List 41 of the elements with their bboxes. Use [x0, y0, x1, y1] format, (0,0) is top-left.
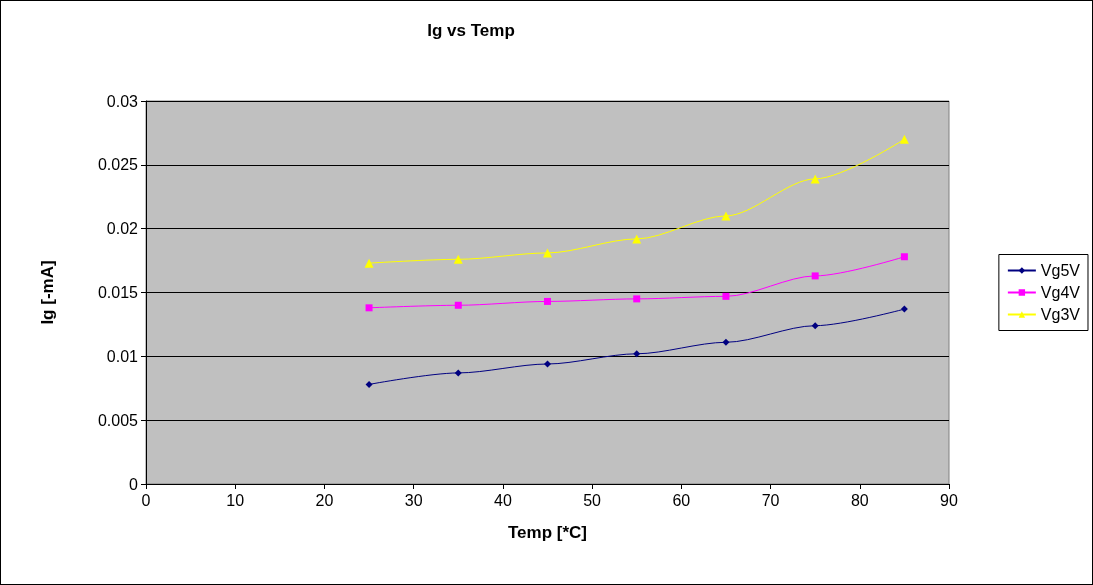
point: [543, 248, 552, 258]
chart-title: Ig vs Temp: [427, 21, 515, 40]
x-axis-title: Temp [*C]: [507, 523, 588, 542]
point: [900, 305, 908, 313]
y-tick-label: 0.015: [97, 284, 139, 301]
point: [453, 254, 463, 264]
point: [365, 304, 373, 312]
point: [722, 338, 730, 346]
point: [544, 360, 551, 368]
point: [633, 350, 641, 358]
y-tick-label: 0.005: [97, 411, 139, 429]
point: [722, 292, 730, 300]
x-tick-label: 90: [940, 491, 958, 509]
x-tick-label: 50: [583, 491, 602, 509]
x-tick-label: 20: [315, 491, 334, 509]
y-tick-label: 0.01: [106, 347, 139, 365]
x-tick-label: 80: [850, 491, 869, 509]
legend-label: Vg4V: [1040, 284, 1081, 301]
y-tick-label: 0.025: [97, 156, 139, 174]
point: [633, 295, 641, 303]
legend-label: Vg5V: [1040, 262, 1081, 279]
point: [454, 369, 462, 377]
y-tick-label: 0.03: [106, 92, 139, 110]
point: [899, 134, 909, 144]
y-tick-label: 0: [129, 475, 139, 493]
x-tick-label: 30: [404, 491, 423, 509]
y-tick-label: 0.02: [106, 220, 139, 238]
x-tick-label: 40: [493, 491, 512, 509]
point: [544, 297, 551, 305]
x-tick-label: 60: [672, 491, 691, 509]
point: [811, 272, 819, 280]
point: [811, 322, 819, 330]
y-axis-title: Ig [-mA]: [38, 260, 57, 325]
point: [364, 258, 374, 268]
point: [365, 380, 373, 388]
x-tick-label: 0: [141, 491, 151, 509]
legend-label: Vg3V: [1040, 306, 1081, 323]
x-tick-label: 70: [761, 491, 780, 509]
point: [900, 253, 908, 261]
point: [454, 301, 462, 309]
x-tick-label: 10: [226, 491, 245, 509]
